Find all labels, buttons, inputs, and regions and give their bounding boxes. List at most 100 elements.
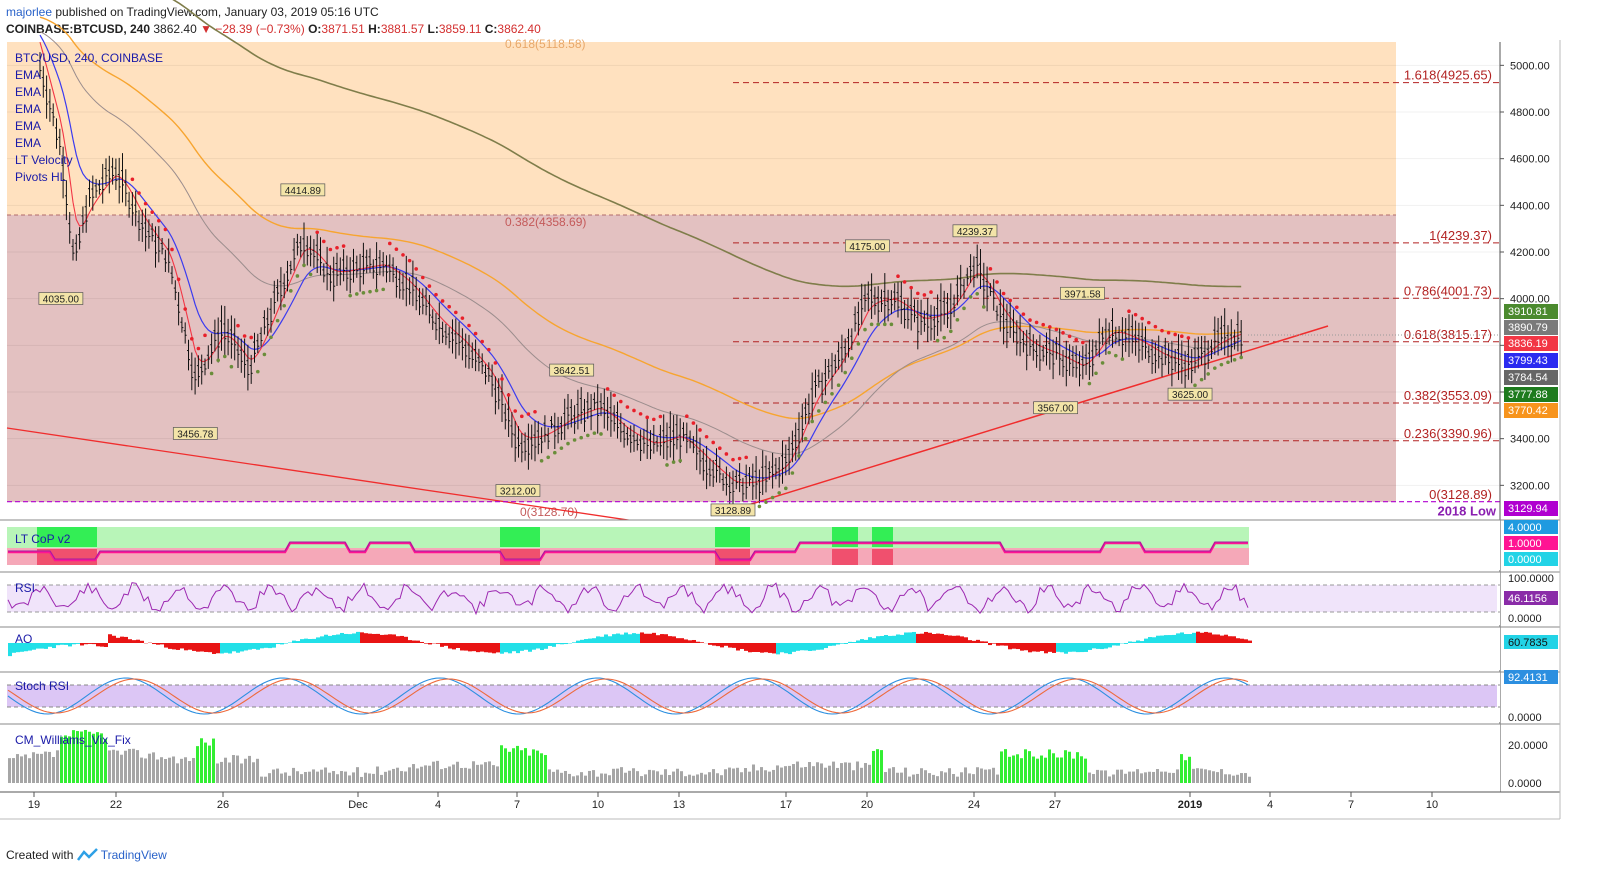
vix-bar xyxy=(696,774,699,783)
ao-bar xyxy=(1112,643,1116,646)
velocity-dot-green xyxy=(348,293,353,298)
ao-bar xyxy=(668,636,672,643)
tradingview-brand[interactable]: TradingView xyxy=(100,848,167,862)
vix-bar xyxy=(672,771,675,783)
vix-bar xyxy=(556,769,559,783)
x-tick-label: 7 xyxy=(1348,799,1354,811)
vix-bar xyxy=(944,772,947,783)
author-link[interactable]: majorlee xyxy=(6,5,53,19)
ao-bar xyxy=(640,632,644,643)
ao-bar xyxy=(168,643,172,649)
ao-bar xyxy=(452,643,456,650)
fib-level-label: 1.618(4925.65) xyxy=(1404,68,1492,83)
vix-bar xyxy=(228,762,231,783)
vix-bar xyxy=(948,768,951,783)
ao-bar xyxy=(608,636,612,643)
ao-bar xyxy=(528,643,532,652)
vix-bar xyxy=(1152,771,1155,783)
velocity-dot-green xyxy=(599,432,603,436)
cop-green-block xyxy=(37,527,97,547)
ao-bar xyxy=(244,643,248,651)
pivot-label-box xyxy=(172,427,218,440)
vix-bar xyxy=(904,767,907,783)
ao-bar xyxy=(224,643,228,653)
ao-bar xyxy=(772,643,776,654)
price-tag-text: 3784.54 xyxy=(1508,372,1548,384)
stoch-band xyxy=(7,685,1497,707)
vix-bar xyxy=(16,754,19,783)
vix-spike-bar xyxy=(1184,760,1187,783)
tradingview-logo-icon xyxy=(76,848,98,861)
ao-bar xyxy=(976,639,980,643)
vix-bar xyxy=(296,771,299,783)
velocity-dot-green xyxy=(665,463,669,467)
velocity-dot-red xyxy=(698,428,702,432)
vix-bar xyxy=(28,758,31,783)
ao-bar xyxy=(944,635,948,643)
ao-bar xyxy=(464,643,468,651)
vix-bar xyxy=(312,769,315,783)
velocity-dot-green xyxy=(1199,377,1204,382)
ao-bar xyxy=(1220,635,1224,643)
velocity-dot-red xyxy=(645,415,649,420)
vix-bar xyxy=(1216,772,1219,783)
vix-axis-label: 0.0000 xyxy=(1508,778,1542,790)
ao-bar xyxy=(112,635,116,643)
ao-bar xyxy=(960,636,964,643)
ao-bar xyxy=(576,640,580,643)
velocity-dot-red xyxy=(605,387,610,391)
ao-bar xyxy=(716,643,720,647)
ao-bar xyxy=(580,639,584,643)
ao-bar xyxy=(1144,638,1148,643)
vix-bar xyxy=(428,765,431,783)
vix-spike-bar xyxy=(92,733,95,783)
ao-bar xyxy=(76,643,80,644)
ao-bar xyxy=(92,643,96,645)
velocity-dot-red xyxy=(652,417,656,422)
velocity-dot-green xyxy=(843,370,847,375)
ao-bar xyxy=(1188,634,1192,643)
velocity-dot-red xyxy=(506,393,511,397)
high-label: H: xyxy=(368,22,381,36)
vix-bar xyxy=(152,752,155,783)
vix-bar xyxy=(120,754,123,783)
velocity-dot-green xyxy=(209,371,214,376)
vix-bar xyxy=(796,761,799,783)
ao-bar xyxy=(1108,643,1112,648)
cop-red-block xyxy=(872,549,893,565)
legend-entry: EMA xyxy=(15,85,41,99)
ao-bar xyxy=(812,643,816,651)
vix-bar xyxy=(456,761,459,783)
ao-bar xyxy=(1064,643,1068,654)
vix-bar xyxy=(116,750,119,783)
velocity-dot-green xyxy=(269,335,273,340)
ao-bar xyxy=(776,643,780,655)
ao-bar xyxy=(188,643,192,650)
velocity-dot-green xyxy=(850,356,854,361)
ao-bar xyxy=(1104,643,1108,649)
vix-bar xyxy=(676,768,679,783)
velocity-dot-red xyxy=(638,412,643,416)
ao-bar xyxy=(276,643,280,645)
vix-bar xyxy=(1100,770,1103,783)
vix-bar xyxy=(260,776,263,783)
low-label: L: xyxy=(427,22,439,36)
ao-bar xyxy=(1004,643,1008,646)
fib-level-label: 0(3128.89) xyxy=(1429,487,1492,502)
ao-bar xyxy=(520,643,524,651)
ao-bar xyxy=(932,633,936,643)
ao-bar xyxy=(116,637,120,643)
velocity-dot-red xyxy=(1180,334,1184,338)
velocity-dot-green xyxy=(302,263,306,268)
x-tick-label: 27 xyxy=(1049,799,1061,811)
velocity-dot-green xyxy=(856,342,861,346)
ao-bar xyxy=(140,640,144,643)
ao-bar xyxy=(1236,638,1240,643)
ao-bar xyxy=(828,643,832,646)
ao-bar xyxy=(1156,635,1160,643)
velocity-dot-green xyxy=(836,383,841,387)
ao-bar xyxy=(1228,636,1232,643)
vix-bar xyxy=(1124,773,1127,783)
velocity-dot-red xyxy=(1186,336,1191,340)
